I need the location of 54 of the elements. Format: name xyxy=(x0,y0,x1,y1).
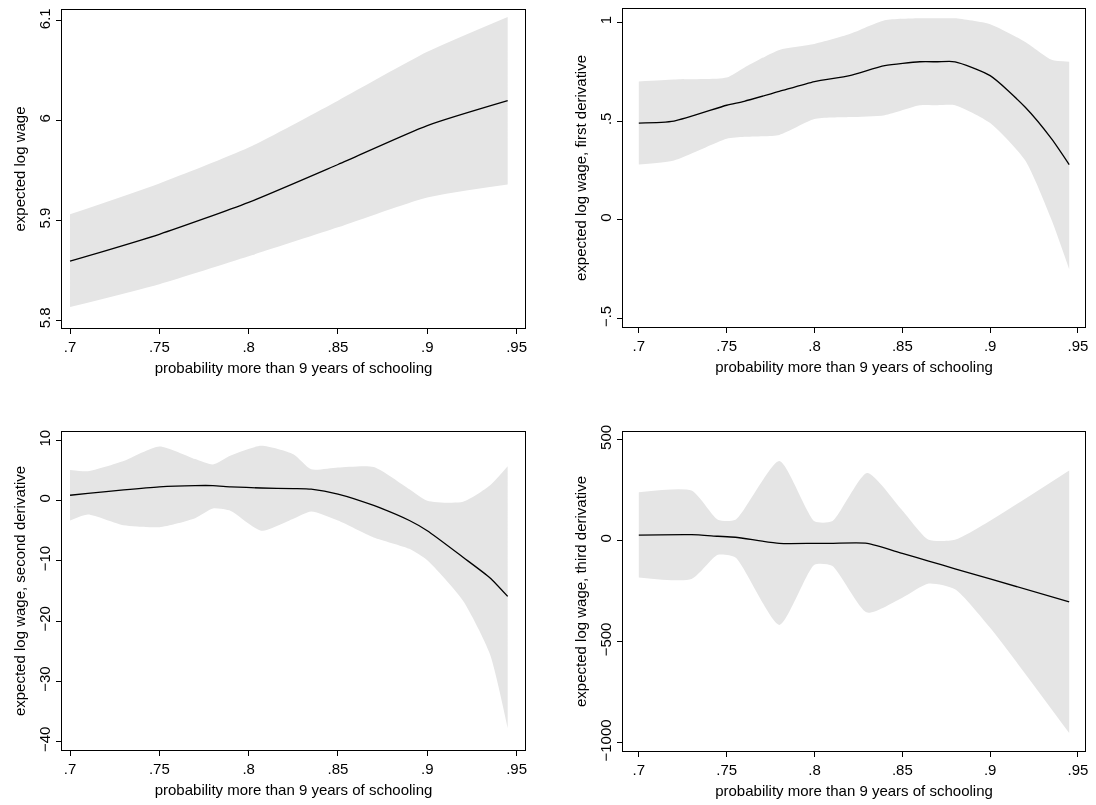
line-series xyxy=(638,533,1070,603)
x-tick-label: .85 xyxy=(327,338,349,355)
x-tick-label: .95 xyxy=(1067,337,1089,354)
line-series xyxy=(638,60,1070,166)
x-tick-label: .8 xyxy=(808,337,821,354)
x-tick-label: .8 xyxy=(242,338,255,355)
y-tick-label: −20 xyxy=(36,606,53,632)
x-tick-label: .7 xyxy=(63,338,77,355)
x-axis-title: probability more than 9 years of schooling xyxy=(154,359,433,376)
y-axis-title: expected log wage, third derivative xyxy=(572,476,590,707)
x-tick-label: .95 xyxy=(506,760,528,777)
y-tick-label: .5 xyxy=(597,112,614,126)
x-tick-label: .9 xyxy=(983,337,997,354)
y-axis-title: expected log wage, second derivative xyxy=(11,465,29,717)
x-tick-label: .75 xyxy=(148,760,170,777)
y-tick-label: 6.1 xyxy=(36,8,53,30)
x-axis-title: probability more than 9 years of schooling xyxy=(154,781,433,798)
y-tick-label: 1 xyxy=(597,15,614,25)
y-tick-label: −1000 xyxy=(597,719,614,762)
x-axis-title: probability more than 9 years of schooling xyxy=(715,358,993,375)
x-axis-title: probability more than 9 years of schooling xyxy=(715,782,993,799)
y-tick-label: −500 xyxy=(597,622,614,657)
line-series xyxy=(69,484,509,598)
y-tick-label: 10 xyxy=(36,429,53,447)
y-tick-label: 6 xyxy=(36,114,53,123)
x-tick-label: .9 xyxy=(421,338,434,355)
x-tick-label: .85 xyxy=(891,761,913,778)
x-tick-label: .9 xyxy=(983,761,997,778)
x-tick-label: .85 xyxy=(327,760,349,777)
y-tick-label: 0 xyxy=(36,494,53,503)
x-tick-label: .75 xyxy=(716,761,738,778)
x-tick-label: .8 xyxy=(242,760,255,777)
y-tick-label: −30 xyxy=(36,666,53,692)
y-axis-title: expected log wage xyxy=(11,106,29,232)
y-tick-label: 500 xyxy=(597,424,614,450)
y-tick-label: 0 xyxy=(597,213,614,222)
x-tick-label: .95 xyxy=(506,338,528,355)
y-tick-label: −10 xyxy=(36,545,53,572)
y-tick-label: 5.9 xyxy=(36,207,53,229)
y-tick-label: 5.8 xyxy=(36,307,53,329)
y-tick-label: 0 xyxy=(597,534,614,543)
x-tick-label: .7 xyxy=(632,337,646,354)
x-tick-label: .7 xyxy=(63,760,77,777)
y-tick-label: −40 xyxy=(36,726,53,753)
x-tick-label: .8 xyxy=(808,761,821,778)
x-tick-label: .95 xyxy=(1067,761,1089,778)
y-tick-label: −.5 xyxy=(597,305,614,328)
line-series xyxy=(69,100,509,262)
x-tick-label: .7 xyxy=(632,761,646,778)
x-tick-label: .85 xyxy=(891,337,913,354)
y-axis-title: expected log wage, first derivative xyxy=(572,55,590,281)
x-tick-label: .75 xyxy=(716,337,738,354)
x-tick-label: .75 xyxy=(148,338,170,355)
x-tick-label: .9 xyxy=(421,760,434,777)
